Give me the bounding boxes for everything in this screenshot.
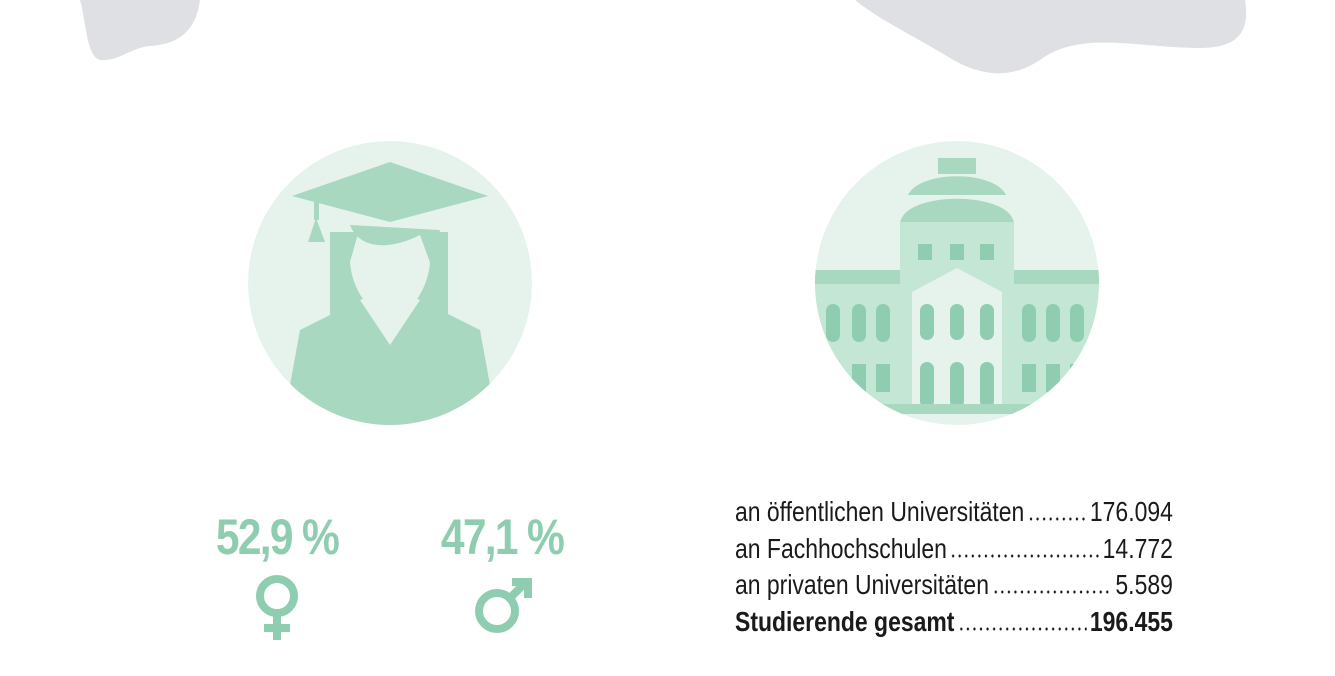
row-value: 176.094 (1090, 496, 1173, 528)
row-label: an öffentlichen Universitäten (735, 496, 1024, 528)
building-icon (814, 141, 1100, 425)
graduate-icon (248, 141, 532, 440)
male-symbol (479, 582, 528, 629)
male-percent: 47,1 % (409, 508, 596, 566)
table-row: an Fachhochschulen 14.772 (735, 533, 1173, 570)
total-label: Studierende gesamt (735, 606, 954, 638)
total-row: Studierende gesamt 196.455 (735, 606, 1173, 643)
page: 52,9 % 47,1 % an öffentlichen Universitä… (0, 0, 1335, 676)
row-value: 14.772 (1103, 533, 1173, 565)
total-value: 196.455 (1090, 606, 1173, 638)
table-row: an öffentlichen Universitäten 176.094 (735, 496, 1173, 533)
blob (855, 0, 1246, 73)
students-table: an öffentlichen Universitäten 176.094 an … (735, 496, 1173, 642)
female-symbol (260, 579, 294, 640)
female-percent: 52,9 % (184, 508, 371, 566)
table-row: an privaten Universitäten 5.589 (735, 569, 1173, 606)
row-label: an privaten Universitäten (735, 569, 989, 601)
row-value: 5.589 (1115, 569, 1172, 601)
blob (80, 0, 200, 60)
row-label: an Fachhochschulen (735, 533, 947, 565)
